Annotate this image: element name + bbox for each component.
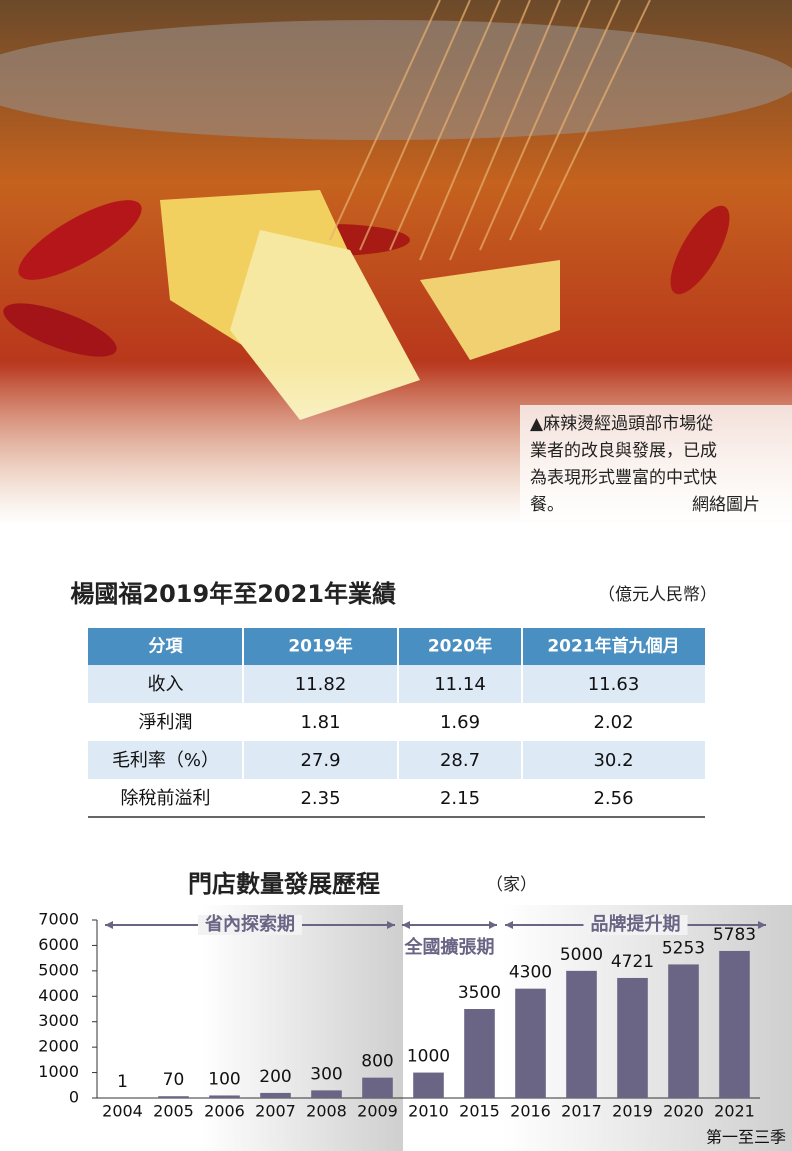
x-tick-label: 2007 (255, 1102, 296, 1121)
chart-title: 門店數量發展歷程 (188, 870, 380, 898)
bar (158, 1096, 189, 1098)
bar (668, 964, 699, 1098)
x-tick-label: 2008 (306, 1102, 347, 1121)
bar (413, 1072, 444, 1098)
arrow-head (105, 921, 113, 929)
photo-credit: 網絡圖片 (692, 495, 760, 515)
table-header-cell: 2020年 (428, 636, 492, 657)
value-label: 300 (310, 1064, 342, 1084)
phase-label: 品牌提升期 (591, 913, 681, 935)
value-label: 1000 (407, 1047, 450, 1067)
chart-note: 第一至三季 (706, 1128, 786, 1147)
table-row-bg (88, 741, 705, 779)
value-label: 70 (163, 1070, 185, 1090)
bar (464, 1009, 495, 1098)
table-cell: 2.56 (593, 788, 633, 809)
y-tick-label: 0 (69, 1088, 79, 1107)
caption-line: 餐。 (530, 495, 564, 515)
value-label: 5000 (560, 945, 603, 965)
y-tick-label: 5000 (38, 960, 79, 979)
chart-unit: （家） (486, 875, 537, 895)
value-label: 5783 (713, 925, 756, 945)
x-tick-label: 2021 (714, 1102, 755, 1121)
bar (260, 1092, 291, 1098)
bar (515, 988, 546, 1098)
table-cell: 11.63 (588, 674, 640, 695)
phase-label-bg (198, 915, 302, 935)
arrow-head (387, 921, 395, 929)
x-tick-label: 2005 (153, 1102, 194, 1121)
value-label: 800 (361, 1052, 393, 1072)
table-row-bg (88, 779, 705, 817)
caption-line: 業者的改良與發展，已成 (530, 441, 717, 461)
bar (719, 950, 750, 1098)
value-label: 3500 (458, 983, 501, 1003)
bar (209, 1095, 240, 1098)
bar (311, 1090, 342, 1098)
table-title: 楊國福2019年至2021年業績 (70, 580, 396, 608)
x-tick-label: 2016 (510, 1102, 551, 1121)
photo (0, 0, 792, 525)
table-unit: （億元人民幣） (598, 585, 717, 605)
table-cell: 2.15 (440, 788, 480, 809)
arrow-head (402, 921, 410, 929)
phase-label: 全國擴張期 (404, 936, 495, 958)
table-cell: 1.81 (300, 712, 340, 733)
phase-label: 省內探索期 (204, 913, 295, 935)
phase-label-bg (583, 915, 688, 935)
table-header-cell: 2019年 (288, 636, 352, 657)
bar (617, 977, 648, 1098)
table-cell: 11.82 (295, 674, 347, 695)
y-tick-label: 3000 (38, 1011, 79, 1030)
y-tick-label: 2000 (38, 1037, 79, 1056)
table-cell: 30.2 (593, 750, 633, 771)
y-tick-label: 6000 (38, 935, 79, 954)
table-header-cell: 2021年首九個月 (547, 636, 679, 657)
table-cell: 2.35 (300, 788, 340, 809)
x-tick-label: 2019 (612, 1102, 653, 1121)
table-cell: 1.69 (440, 712, 480, 733)
table-cell: 11.14 (434, 674, 486, 695)
x-tick-label: 2006 (204, 1102, 245, 1121)
value-label: 200 (259, 1067, 291, 1087)
x-tick-label: 2010 (408, 1102, 449, 1121)
x-tick-label: 2009 (357, 1102, 398, 1121)
x-tick-label: 2017 (561, 1102, 602, 1121)
value-label: 100 (208, 1069, 240, 1089)
caption-line: 為表現形式豐富的中式快 (530, 468, 717, 488)
table-cell: 27.9 (300, 750, 340, 771)
y-tick-label: 7000 (38, 910, 79, 929)
table-row-bg (88, 703, 705, 741)
table-cell: 毛利率（%） (112, 750, 219, 771)
table-cell: 除稅前溢利 (121, 788, 211, 809)
bar (362, 1077, 393, 1098)
caption-line: ▲麻辣燙經過頭部市場從 (530, 414, 713, 434)
arrow-head (758, 921, 766, 929)
table-cell: 淨利潤 (139, 712, 193, 733)
x-tick-label: 2015 (459, 1102, 500, 1121)
x-tick-label: 2020 (663, 1102, 704, 1121)
x-tick-label: 2004 (102, 1102, 143, 1121)
value-label: 4300 (509, 963, 552, 983)
phase-shade (200, 905, 403, 1151)
table-header-cell: 分項 (149, 637, 184, 657)
table-cell: 收入 (148, 674, 184, 695)
table-cell: 28.7 (440, 750, 480, 771)
table-header-bg (88, 628, 705, 665)
value-label: 1 (117, 1072, 128, 1092)
value-label: 5253 (662, 938, 705, 958)
bar (566, 970, 597, 1098)
table-cell: 2.02 (593, 712, 633, 733)
arrow-head (489, 921, 497, 929)
y-tick-label: 1000 (38, 1062, 79, 1081)
y-tick-label: 4000 (38, 986, 79, 1005)
value-label: 4721 (611, 952, 654, 972)
table-row-bg (88, 665, 705, 703)
arrow-head (505, 921, 513, 929)
